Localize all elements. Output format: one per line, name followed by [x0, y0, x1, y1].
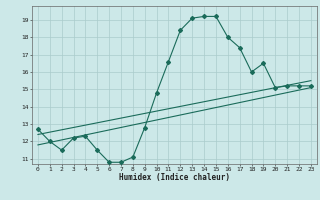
X-axis label: Humidex (Indice chaleur): Humidex (Indice chaleur) — [119, 173, 230, 182]
